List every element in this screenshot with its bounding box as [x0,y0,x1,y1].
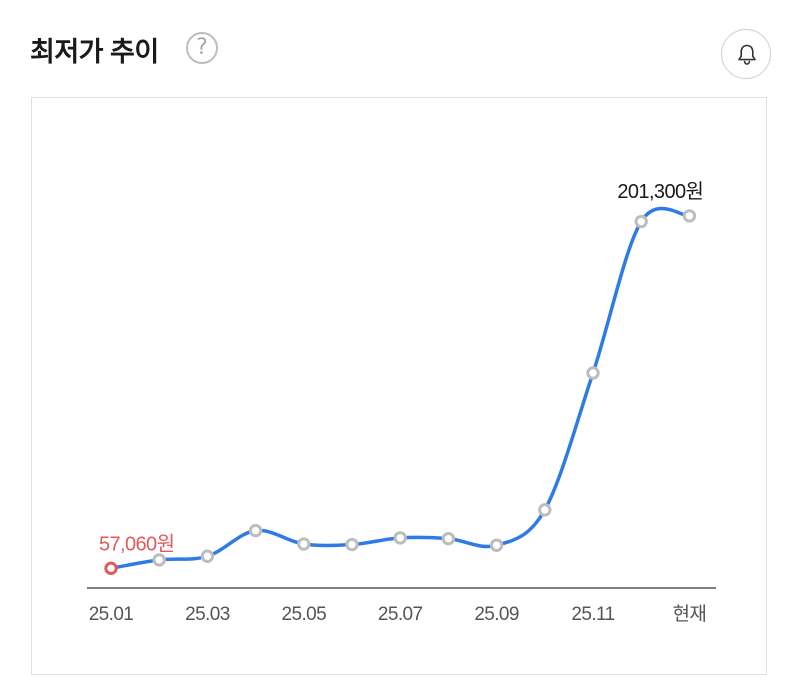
data-point [489,538,504,552]
min-price-point [104,561,118,576]
price-trend-chart: 57,060원 201,300원 25.01 25.03 25.05 25.07 25.09… [87,180,716,625]
data-point [200,549,215,563]
price-line [109,206,692,571]
data-point [345,537,359,552]
data-point [152,553,166,567]
data-point [248,523,263,538]
data-point [538,503,552,517]
min-price-label: 57,060원 [99,532,174,555]
current-price-label: 201,300원 [617,180,703,203]
data-point [297,537,311,551]
bell-icon [738,44,756,65]
price-alert-button[interactable] [721,29,771,79]
x-tick-label: 25.01 [89,604,134,625]
data-point [441,531,456,546]
x-tick-label: 현재 [673,603,707,625]
data-point [393,531,407,545]
data-point [682,209,697,223]
question-circle-icon[interactable]: ? [186,32,218,64]
x-tick-label: 25.11 [571,604,614,625]
page-title: 최저가 추이 [30,37,159,67]
data-point [586,366,600,380]
x-tick-label: 25.03 [185,604,230,625]
x-tick-label: 25.09 [474,604,519,625]
x-tick-label: 25.07 [378,604,423,625]
data-point [634,214,648,229]
price-chart-box: 57,060원 201,300원 25.01 25.03 25.05 25.07 25.09… [31,97,767,675]
x-tick-label: 25.05 [282,604,327,625]
